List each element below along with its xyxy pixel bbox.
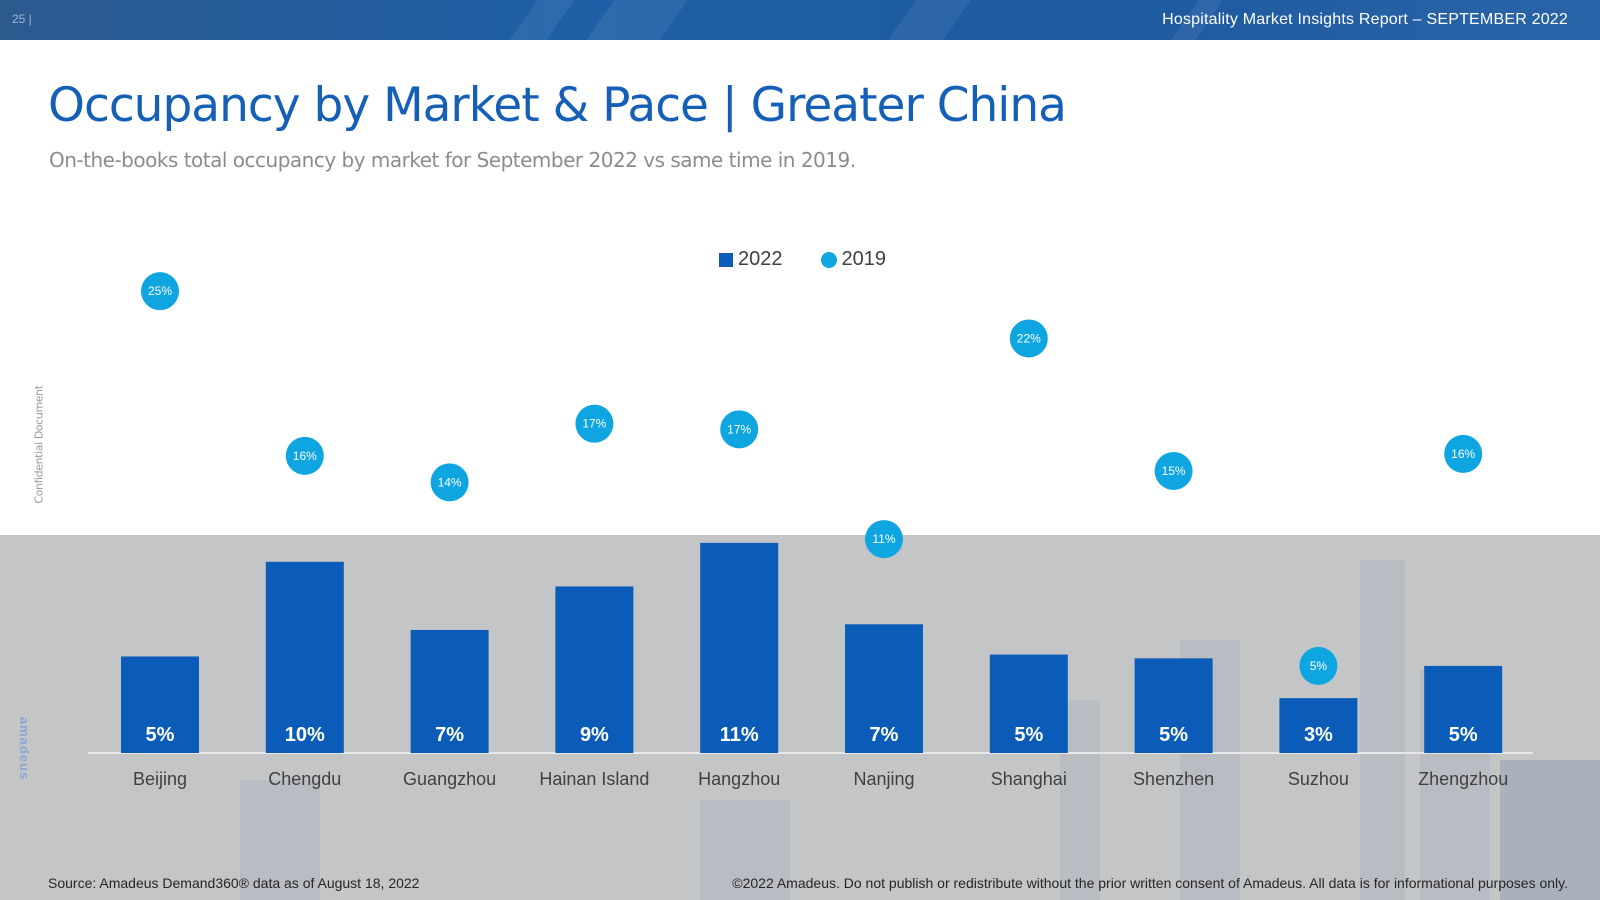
bar-label-2022-shenzhen: 5% xyxy=(1159,724,1188,746)
bar-2022-shanghai xyxy=(989,654,1068,753)
bar-label-2022-nanjing: 7% xyxy=(870,724,899,746)
page-subtitle: On-the-books total occupancy by market f… xyxy=(49,148,856,172)
dot-2019-shenzhen xyxy=(1154,451,1193,490)
dot-label-2019-suzhou: 5% xyxy=(1310,659,1328,673)
bar-2022-nanjing xyxy=(845,624,923,753)
x-tick-label-zhengzhou: Zhengzhou xyxy=(1418,769,1508,789)
bar-2022-hangzhou xyxy=(700,542,779,753)
dot-label-2019-guangzhou: 14% xyxy=(438,475,462,489)
bar-label-2022-hangzhou: 11% xyxy=(720,724,759,746)
legend-2019-swatch xyxy=(820,251,837,268)
bar-2022-suzhou xyxy=(1279,698,1358,753)
legend-2022-label: 2022 xyxy=(738,248,783,270)
x-tick-label-hainan-island: Hainan Island xyxy=(539,769,649,789)
bar-label-2022-guangzhou: 7% xyxy=(435,724,464,746)
dot-label-2019-zhengzhou: 16% xyxy=(1451,447,1475,461)
bar-2022-guangzhou xyxy=(410,629,489,753)
source-note: Source: Amadeus Demand360® data as of Au… xyxy=(48,875,420,891)
legend-2019-label: 2019 xyxy=(841,248,887,270)
bar-2022-chengdu xyxy=(265,561,344,753)
dot-label-2019-chengdu: 16% xyxy=(293,449,317,463)
header-bar: 25 | Hospitality Market Insights Report … xyxy=(0,0,1600,40)
chart-legend: 2022 2019 xyxy=(719,248,886,271)
dot-label-2019-shanghai: 22% xyxy=(1017,331,1041,345)
x-tick-label-guangzhou: Guangzhou xyxy=(403,769,496,789)
x-tick-label-shanghai: Shanghai xyxy=(991,769,1067,789)
dot-2019-hangzhou xyxy=(720,410,759,449)
bar-label-2022-zhengzhou: 5% xyxy=(1449,724,1478,746)
dot-label-2019-beijing: 25% xyxy=(148,284,172,298)
bar-label-2022-shanghai: 5% xyxy=(1014,724,1043,746)
dot-label-2019-nanjing: 11% xyxy=(872,532,895,546)
dot-label-2019-hainan-island: 17% xyxy=(582,417,606,431)
dot-2019-hainan-island xyxy=(575,404,614,443)
x-tick-label-hangzhou: Hangzhou xyxy=(698,769,780,789)
page-number: 25 | xyxy=(12,12,32,26)
x-tick-label-chengdu: Chengdu xyxy=(268,769,341,789)
bar-2022-shenzhen xyxy=(1134,658,1213,753)
bar-label-2022-chengdu: 10% xyxy=(285,724,325,746)
bar-2022-beijing xyxy=(121,656,199,753)
dot-2019-beijing xyxy=(141,272,179,311)
dot-2019-chengdu xyxy=(285,436,324,475)
dot-2019-suzhou xyxy=(1299,646,1338,685)
x-tick-label-nanjing: Nanjing xyxy=(853,769,914,789)
dot-label-2019-hangzhou: 17% xyxy=(727,422,751,436)
copyright-note: ©2022 Amadeus. Do not publish or redistr… xyxy=(732,875,1568,891)
legend-2022-swatch xyxy=(719,252,733,267)
dot-2019-shanghai xyxy=(1009,319,1048,358)
x-tick-label-shenzhen: Shenzhen xyxy=(1133,769,1214,789)
dot-2019-nanjing xyxy=(865,520,903,559)
bar-2022-zhengzhou xyxy=(1424,665,1503,753)
bar-label-2022-suzhou: 3% xyxy=(1304,724,1333,746)
report-title: Hospitality Market Insights Report – SEP… xyxy=(1162,11,1568,28)
x-tick-label-suzhou: Suzhou xyxy=(1288,769,1349,789)
x-tick-label-beijing: Beijing xyxy=(133,769,187,789)
bar-2022-hainan-island xyxy=(555,586,634,753)
page-title: Occupancy by Market & Pace | Greater Chi… xyxy=(48,78,1067,133)
dot-2019-guangzhou xyxy=(430,463,469,502)
dot-2019-zhengzhou xyxy=(1444,434,1483,473)
bar-label-2022-hainan-island: 9% xyxy=(580,724,609,746)
bar-label-2022-beijing: 5% xyxy=(146,724,175,746)
dot-label-2019-shenzhen: 15% xyxy=(1162,464,1186,478)
